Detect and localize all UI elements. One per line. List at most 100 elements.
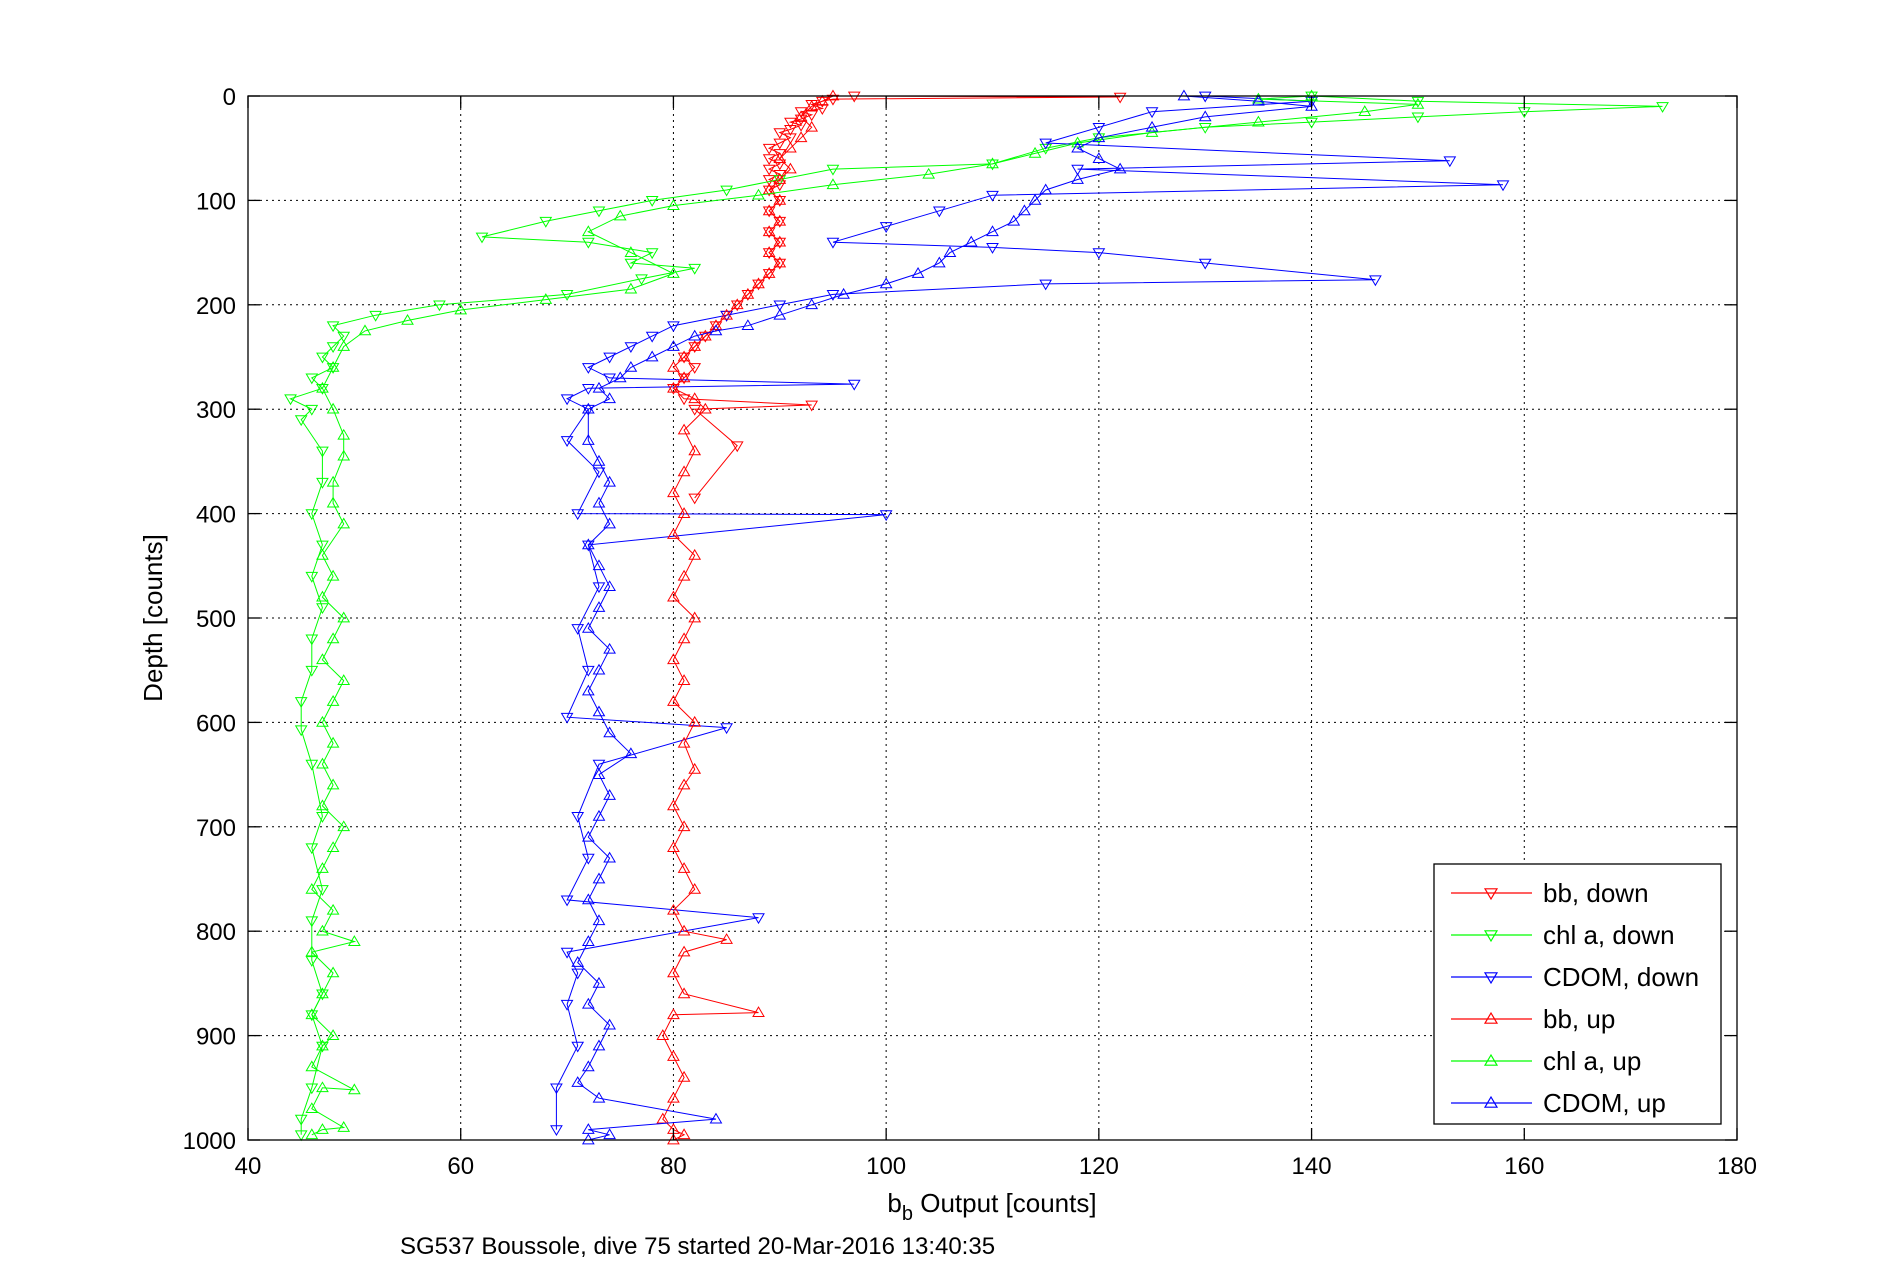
chart-caption: SG537 Boussole, dive 75 started 20-Mar-2…	[400, 1233, 995, 1260]
data-point	[752, 913, 765, 925]
data-point	[603, 851, 616, 863]
data-point	[603, 1128, 616, 1140]
x-tick-label: 100	[866, 1153, 906, 1180]
data-point	[581, 684, 595, 696]
data-point	[667, 799, 680, 811]
data-point	[305, 1083, 319, 1095]
data-point	[592, 914, 606, 926]
data-point	[603, 475, 616, 487]
data-point	[592, 809, 606, 821]
data-point	[1305, 117, 1318, 129]
data-point	[762, 225, 776, 237]
data-point	[560, 947, 574, 959]
data-point	[305, 1060, 319, 1072]
data-point	[1113, 92, 1127, 104]
y-tick-label: 200	[196, 293, 236, 320]
data-point	[773, 300, 787, 312]
data-point	[581, 540, 595, 552]
data-point	[305, 404, 319, 416]
y-tick-label: 600	[196, 710, 236, 737]
data-point	[677, 674, 691, 685]
data-point	[773, 214, 787, 226]
data-point	[316, 653, 329, 665]
data-point	[1145, 107, 1159, 119]
data-point	[581, 538, 595, 550]
data-point	[677, 632, 691, 644]
data-point	[784, 125, 797, 136]
data-point	[592, 454, 606, 466]
data-point	[592, 759, 606, 771]
y-tick-label: 0	[223, 84, 236, 111]
legend-item-bb-down: bb, down	[1451, 878, 1649, 908]
data-point	[603, 517, 616, 529]
data-point	[369, 310, 383, 322]
data-point	[1369, 275, 1382, 287]
data-point	[677, 371, 691, 383]
data-point	[326, 363, 340, 374]
data-point	[1071, 173, 1084, 184]
data-point	[688, 263, 702, 275]
data-point	[1411, 96, 1425, 108]
data-point	[316, 1041, 329, 1053]
data-point	[305, 1128, 319, 1140]
data-point	[645, 331, 659, 343]
data-point	[1656, 102, 1669, 113]
data-point	[326, 569, 340, 581]
data-point	[337, 340, 351, 351]
data-point	[794, 120, 808, 132]
data-point	[815, 94, 829, 106]
x-axis-title-subscript: b	[902, 1203, 913, 1225]
data-point	[592, 768, 606, 779]
data-point	[560, 712, 574, 724]
data-point	[688, 329, 702, 341]
data-point	[337, 428, 351, 440]
data-point	[613, 371, 627, 383]
data-point	[592, 467, 606, 479]
data-point	[1018, 204, 1031, 216]
data-point	[986, 190, 999, 202]
data-point	[1252, 94, 1265, 106]
data-point	[667, 590, 680, 602]
data-point	[305, 1010, 319, 1022]
data-point	[316, 1081, 329, 1093]
legend-swatch-marker	[1483, 888, 1499, 901]
data-point	[762, 164, 776, 176]
data-point	[826, 89, 840, 101]
data-point	[581, 383, 595, 395]
data-point	[592, 976, 606, 988]
data-point	[326, 632, 340, 644]
data-point	[784, 133, 797, 145]
data-point	[667, 903, 680, 915]
data-point	[1007, 214, 1021, 226]
data-point	[709, 324, 723, 336]
data-point	[762, 143, 776, 155]
data-point	[592, 559, 606, 571]
data-point	[316, 540, 329, 552]
data-point	[784, 162, 797, 174]
data-point	[1039, 279, 1053, 291]
data-point	[581, 1133, 595, 1145]
data-point	[1411, 97, 1425, 109]
data-point	[986, 157, 999, 169]
data-point	[1092, 152, 1106, 163]
data-point	[1092, 122, 1106, 134]
data-point	[326, 778, 340, 790]
data-point	[592, 705, 606, 717]
legend-label: bb, up	[1543, 1004, 1615, 1034]
data-point	[326, 342, 340, 354]
data-point	[932, 206, 946, 218]
data-point	[762, 248, 776, 260]
x-tick-label: 60	[447, 1153, 474, 1180]
legend-label: bb, down	[1543, 878, 1649, 908]
data-point	[581, 225, 595, 237]
data-point	[1071, 164, 1084, 176]
data-point	[773, 235, 787, 247]
data-point	[560, 290, 574, 301]
series-line-cdom-up	[577, 95, 1312, 1141]
data-point	[316, 383, 329, 395]
data-point	[305, 634, 319, 646]
data-point	[762, 204, 776, 216]
data-point	[603, 373, 616, 385]
data-point	[805, 120, 819, 132]
